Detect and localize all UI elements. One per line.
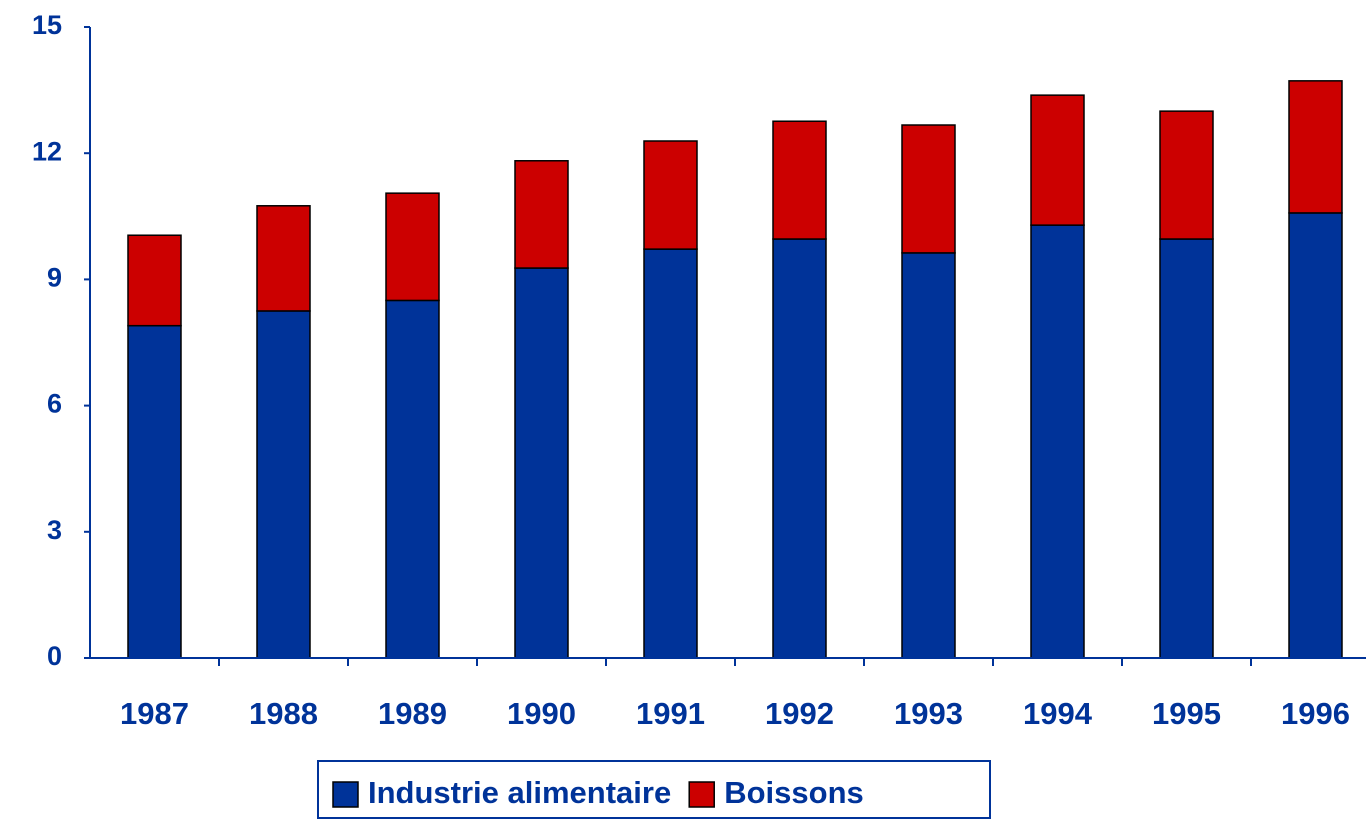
bar-segment bbox=[385, 192, 440, 302]
bar-segment bbox=[127, 234, 182, 327]
bar-segment bbox=[901, 124, 956, 254]
x-tick-label: 1989 bbox=[378, 696, 447, 731]
x-tick-label: 1993 bbox=[894, 696, 963, 731]
legend-swatch bbox=[332, 781, 359, 808]
bar-segment bbox=[1159, 110, 1214, 240]
y-tick-label: 3 bbox=[47, 515, 62, 545]
legend-label: Industrie alimentaire bbox=[368, 775, 671, 810]
bar-segment bbox=[901, 252, 956, 659]
x-tick-label: 1992 bbox=[765, 696, 834, 731]
bar-segment bbox=[514, 160, 569, 269]
bar-segment bbox=[256, 310, 311, 659]
bar-segment bbox=[256, 205, 311, 312]
bar-segment bbox=[1030, 224, 1085, 659]
bar-segment bbox=[643, 248, 698, 659]
y-tick-label: 9 bbox=[47, 263, 62, 293]
bar-segment bbox=[772, 120, 827, 240]
bar-segment bbox=[385, 299, 440, 659]
x-tick-label: 1987 bbox=[120, 696, 189, 731]
bar-segment bbox=[1030, 94, 1085, 226]
legend-label: Boissons bbox=[724, 775, 864, 810]
bar-segment bbox=[772, 238, 827, 659]
x-tick-label: 1995 bbox=[1152, 696, 1221, 731]
legend-swatch bbox=[688, 781, 715, 808]
x-tick-label: 1991 bbox=[636, 696, 705, 731]
bar-segment bbox=[127, 324, 182, 659]
x-tick-label: 1988 bbox=[249, 696, 318, 731]
y-tick-label: 12 bbox=[32, 136, 62, 166]
legend-box bbox=[317, 760, 991, 819]
y-tick-label: 6 bbox=[47, 389, 62, 419]
bar-segment bbox=[1159, 238, 1214, 659]
x-tick-label: 1996 bbox=[1281, 696, 1350, 731]
y-tick-label: 0 bbox=[47, 641, 62, 671]
bar-segment bbox=[1288, 212, 1343, 659]
y-tick-label: 15 bbox=[32, 10, 62, 40]
x-tick-label: 1990 bbox=[507, 696, 576, 731]
bar-segment bbox=[643, 140, 698, 250]
bar-segment bbox=[1288, 80, 1343, 214]
x-tick-label: 1994 bbox=[1023, 696, 1093, 731]
bar-segment bbox=[514, 267, 569, 659]
